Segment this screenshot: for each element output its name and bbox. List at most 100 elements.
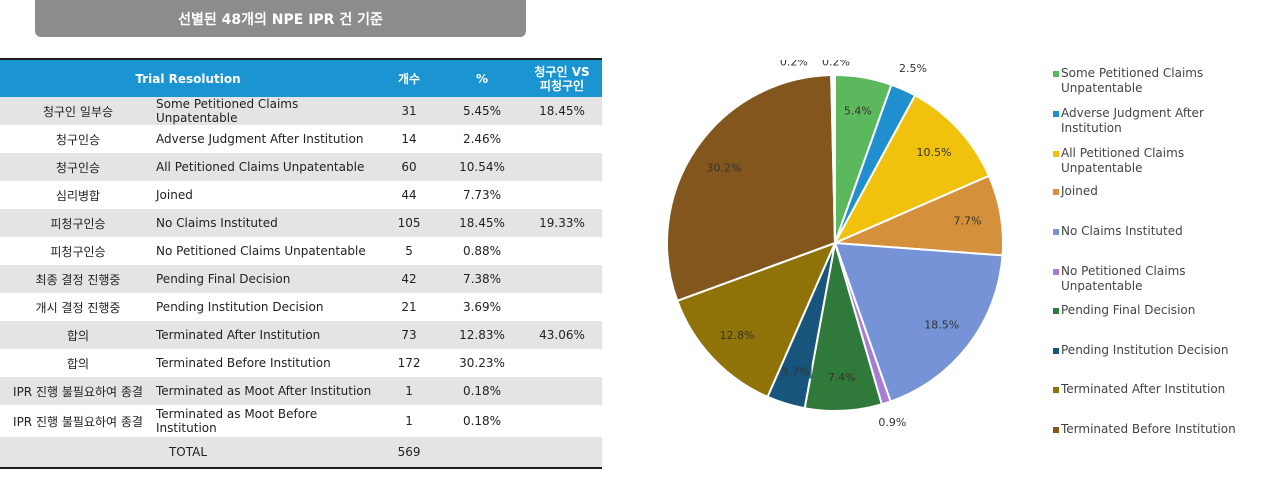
row-korean-label: 피청구인승 (50, 216, 106, 231)
row-resolution-label: All Petitioned Claims Unpatentable (156, 160, 365, 174)
table-row: 심리병합 Joined 44 7.73% (0, 181, 602, 209)
pie-label-bg (922, 317, 962, 332)
pie-data-label: 18.5% (922, 317, 962, 332)
pie-label-bg (841, 103, 874, 118)
pie-label-bg (825, 370, 858, 385)
pie-label-text: 18.5% (924, 319, 959, 332)
col-header-vs: 청구인 VS 피청구인 (534, 64, 590, 93)
total-count: 569 (397, 445, 421, 459)
row-resolution-label: Pending Institution Decision (156, 300, 324, 314)
pie-data-label: 0.9% (878, 416, 906, 429)
pie-data-label: 2.5% (899, 62, 927, 75)
col-header-count: 개수 (397, 72, 421, 86)
pie-data-label: 10.5% (914, 145, 954, 160)
legend-swatch (1053, 151, 1059, 157)
row-korean-label: 최종 결정 진행중 (35, 272, 121, 287)
pie-label-bg (914, 145, 954, 160)
row-count: 21 (401, 300, 417, 314)
legend-swatch (1053, 387, 1059, 393)
pie-label-text: 30.2% (707, 161, 742, 174)
pie-label-text: 5.4% (844, 105, 872, 118)
row-count: 105 (397, 216, 421, 230)
row-count: 44 (401, 188, 417, 202)
table-total-row: TOTAL 569 (0, 437, 603, 468)
legend-swatch (1053, 111, 1059, 117)
row-count: 1 (405, 384, 413, 398)
row-count: 5 (405, 244, 413, 258)
trial-resolution-table: Trial Resolution 개수 % 청구인 VS 피청구인 청구인 일부… (0, 58, 603, 469)
table-row: 피청구인승 No Claims Instituted 105 18.45% 19.33% (0, 209, 603, 237)
legend-item: No Petitioned Claims Unpatentable (1053, 264, 1265, 294)
legend-label: All Petitioned Claims Unpatentable (1061, 146, 1185, 175)
legend-item: Pending Final Decision (1053, 303, 1265, 318)
row-korean-label: 청구인승 (55, 160, 101, 175)
legend-label: Adverse Judgment After Institution (1061, 106, 1204, 135)
row-count: 42 (401, 272, 417, 286)
legend-swatch (1053, 269, 1059, 275)
row-percent: 12.83% (459, 328, 505, 342)
pie-data-label: 7.7% (951, 213, 984, 228)
row-korean-label: 합의 (66, 356, 90, 371)
pie-label-text: 7.7% (954, 214, 982, 227)
row-count: 31 (401, 104, 417, 118)
table-row: IPR 진행 불필요하여 종결 Terminated as Moot After … (0, 377, 603, 405)
legend-label: Some Petitioned Claims Unpatentable (1061, 66, 1204, 95)
row-percent: 3.69% (462, 300, 502, 314)
pie-label-text: 2.5% (899, 62, 927, 75)
row-percent: 18.45% (459, 216, 505, 230)
pie-data-label: 3.7% (779, 364, 812, 379)
legend-label: Pending Final Decision (1061, 303, 1196, 317)
legend-label: Terminated Before Institution (1061, 422, 1236, 436)
row-resolution-label: Terminated as Moot Before Institution (156, 407, 318, 435)
pie-label-bg (704, 160, 744, 175)
legend-item: Adverse Judgment After Institution (1053, 106, 1265, 136)
table-row: 개시 결정 진행중 Pending Institution Decision 21 3… (0, 293, 602, 321)
row-vs-percent (522, 153, 602, 181)
row-korean-label: 합의 (66, 328, 90, 343)
legend-label: Pending Institution Decision (1061, 343, 1229, 357)
row-count: 172 (397, 356, 421, 370)
legend-label: No Claims Instituted (1061, 224, 1183, 238)
legend-label: Terminated After Institution (1061, 382, 1226, 396)
row-korean-label: IPR 진행 불필요하여 종결 (13, 384, 143, 399)
legend-label: No Petitioned Claims Unpatentable (1061, 264, 1186, 293)
pie-data-label: 0.2% (780, 60, 808, 69)
row-vs-percent (522, 237, 602, 265)
row-vs-percent: 19.33% (539, 216, 585, 230)
legend-item: Terminated After Institution (1053, 382, 1265, 397)
table-row: 합의 Terminated After Institution 73 12.83% 43… (0, 321, 603, 349)
row-count: 73 (401, 328, 417, 342)
page-title-banner: 선별된 48개의 NPE IPR 건 기준 (35, 0, 526, 37)
total-empty (442, 437, 522, 468)
row-resolution-label: Terminated Before Institution (156, 356, 331, 370)
table-row: 합의 Terminated Before Institution 172 30.23% (0, 349, 602, 377)
legend-swatch (1053, 427, 1059, 433)
pie-chart: 5.4% 2.5% 10.5% 7.7% 18.5% 0.9% 7.4% 3.7% 12.8% 3… (666, 60, 1004, 429)
row-percent: 7.38% (462, 272, 502, 286)
row-vs-percent (522, 405, 602, 437)
legend-item: No Claims Instituted (1053, 224, 1265, 239)
row-vs-percent (522, 181, 602, 209)
row-vs-percent (522, 125, 602, 153)
row-count: 60 (401, 160, 417, 174)
col-header-trial-resolution: Trial Resolution (135, 71, 241, 86)
row-resolution-label: No Claims Instituted (156, 216, 278, 230)
legend-swatch (1053, 229, 1059, 235)
col-header-percent: % (476, 71, 489, 86)
row-percent: 2.46% (462, 132, 502, 146)
legend-item: Some Petitioned Claims Unpatentable (1053, 66, 1265, 96)
page-title: 선별된 48개의 NPE IPR 건 기준 (178, 11, 383, 28)
row-resolution-label: Terminated as Moot After Institution (156, 384, 372, 398)
row-resolution-label: Terminated After Institution (156, 328, 321, 342)
row-percent: 30.23% (459, 356, 505, 370)
pie-data-label: 7.4% (825, 370, 858, 385)
pie-label-text: 12.8% (720, 329, 755, 342)
pie-data-label: 12.8% (717, 328, 757, 342)
row-percent: 7.73% (462, 188, 502, 202)
row-korean-label: 피청구인승 (50, 244, 106, 259)
pie-label-bg (779, 364, 812, 379)
row-vs-percent (522, 265, 602, 293)
row-resolution-label: Pending Final Decision (156, 272, 291, 286)
row-korean-label: 개시 결정 진행중 (35, 300, 121, 315)
row-percent: 0.18% (462, 384, 502, 398)
